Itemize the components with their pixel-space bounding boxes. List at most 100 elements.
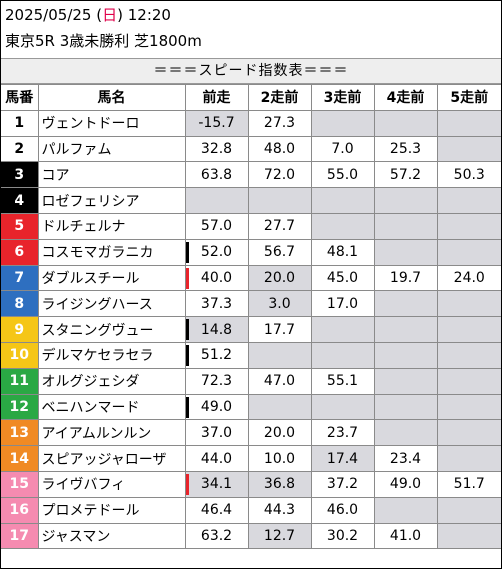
horse-name: スタニングヴュー: [37, 316, 186, 343]
speed-index-2-races-ago: 56.7: [247, 238, 312, 266]
speed-index-last-race: 46.4: [184, 496, 249, 524]
speed-index-3-races-ago: 55.0: [310, 161, 375, 189]
col-header-number: 馬番: [1, 84, 39, 111]
speed-index-3-races-ago: 7.0: [310, 135, 375, 163]
speed-index-3-races-ago: 37.2: [310, 470, 375, 498]
dow-close: ): [117, 6, 123, 24]
horse-name: コア: [37, 161, 186, 189]
horse-number: 9: [1, 316, 39, 343]
table-row: 7 ダブルスチール 40.0 20.0 45.0 19.7 24.0: [1, 264, 501, 292]
table-row: 14 スピアッジャローザ 44.0 10.0 17.4 23.4: [1, 445, 501, 472]
col-header-horse-name: 馬名: [37, 84, 186, 111]
speed-index-5-races-ago: [436, 341, 501, 369]
table-row: 10 デルマケセラセラ 51.2: [1, 341, 501, 369]
speed-index-5-races-ago: [436, 367, 501, 395]
speed-index-value: 40.0: [200, 269, 233, 286]
speed-index-5-races-ago: [436, 212, 501, 240]
speed-index-value: 49.0: [200, 398, 233, 415]
speed-index-2-races-ago: [247, 393, 312, 421]
speed-index-3-races-ago: 17.4: [310, 445, 375, 472]
speed-index-3-races-ago: [310, 212, 375, 240]
speed-index-2-races-ago: [247, 341, 312, 369]
speed-index-4-races-ago: 41.0: [373, 522, 438, 550]
speed-index-4-races-ago: 49.0: [373, 470, 438, 498]
horse-name: アイアムルンルン: [37, 419, 186, 447]
speed-index-5-races-ago: [436, 238, 501, 266]
horse-number: 11: [1, 367, 39, 395]
speed-index-4-races-ago: 25.3: [373, 135, 438, 163]
race-datetime: 2025/05/25 (日) 12:20: [5, 4, 171, 26]
speed-index-table: 馬番 馬名 前走 2走前 3走前 4走前 5走前 1 ヴェントドーロ -15.7 27…: [1, 84, 501, 550]
col-header-5-races-ago: 5走前: [436, 84, 501, 111]
horse-name: ヴェントドーロ: [37, 109, 186, 137]
table-row: 2 パルファム 32.8 48.0 7.0 25.3: [1, 135, 501, 163]
speed-index-last-race: 37.0: [184, 419, 249, 447]
speed-index-4-races-ago: 19.7: [373, 264, 438, 292]
horse-number: 10: [1, 341, 39, 369]
speed-index-4-races-ago: [373, 187, 438, 214]
horse-number: 4: [1, 187, 39, 214]
speed-index-3-races-ago: 17.0: [310, 290, 375, 318]
speed-index-last-race: 52.0: [184, 238, 249, 266]
speed-index-4-races-ago: [373, 367, 438, 395]
race-marker: [185, 319, 189, 341]
horse-number: 5: [1, 212, 39, 240]
speed-index-3-races-ago: 46.0: [310, 496, 375, 524]
race-info: 東京5R 3歳未勝利 芝1800m: [5, 32, 202, 50]
speed-index-3-races-ago: [310, 341, 375, 369]
speed-index-5-races-ago: [436, 109, 501, 137]
speed-index-value: 14.8: [200, 321, 233, 338]
speed-index-4-races-ago: [373, 393, 438, 421]
horse-number: 2: [1, 135, 39, 163]
speed-index-2-races-ago: 17.7: [247, 316, 312, 343]
speed-index-2-races-ago: 10.0: [247, 445, 312, 472]
speed-index-last-race: 40.0: [184, 264, 249, 292]
speed-index-3-races-ago: 48.1: [310, 238, 375, 266]
speed-index-last-race: -15.7: [184, 109, 249, 137]
speed-index-5-races-ago: [436, 187, 501, 214]
race-time: 12:20: [122, 6, 171, 24]
speed-index-last-race: 72.3: [184, 367, 249, 395]
speed-index-4-races-ago: 23.4: [373, 445, 438, 472]
speed-index-5-races-ago: [436, 419, 501, 447]
table-row: 17 ジャスマン 63.2 12.7 30.2 41.0: [1, 522, 501, 550]
speed-index-2-races-ago: 47.0: [247, 367, 312, 395]
speed-index-4-races-ago: [373, 290, 438, 318]
speed-index-value: 52.0: [200, 244, 233, 261]
table-row: 15 ライヴバフィ 34.1 36.8 37.2 49.0 51.7: [1, 470, 501, 498]
race-marker: [185, 344, 189, 366]
horse-name: ジャスマン: [37, 522, 186, 550]
horse-number: 6: [1, 238, 39, 266]
horse-name: プロメテドール: [37, 496, 186, 524]
speed-index-last-race: 57.0: [184, 212, 249, 240]
speed-index-4-races-ago: [373, 316, 438, 343]
table-row: 13 アイアムルンルン 37.0 20.0 23.7: [1, 419, 501, 447]
speed-index-3-races-ago: 23.7: [310, 419, 375, 447]
speed-index-2-races-ago: 44.3: [247, 496, 312, 524]
race-day-of-week: 日: [102, 6, 118, 24]
speed-index-last-race: 44.0: [184, 445, 249, 472]
speed-index-4-races-ago: [373, 341, 438, 369]
speed-index-4-races-ago: [373, 496, 438, 524]
horse-name: スピアッジャローザ: [37, 445, 186, 472]
speed-index-5-races-ago: 51.7: [436, 470, 501, 498]
speed-index-4-races-ago: [373, 419, 438, 447]
speed-index-2-races-ago: 27.3: [247, 109, 312, 137]
dow-open: (: [91, 6, 103, 24]
horse-name: パルファム: [37, 135, 186, 163]
horse-name: ライヴバフィ: [37, 470, 186, 498]
table-row: 3 コア 63.8 72.0 55.0 57.2 50.3: [1, 161, 501, 189]
speed-index-last-race: 37.3: [184, 290, 249, 318]
table-header-row: 馬番 馬名 前走 2走前 3走前 4走前 5走前: [1, 84, 501, 111]
speed-index-5-races-ago: [436, 445, 501, 472]
speed-index-2-races-ago: 72.0: [247, 161, 312, 189]
speed-index-last-race: 63.8: [184, 161, 249, 189]
speed-index-3-races-ago: [310, 187, 375, 214]
speed-index-last-race: 34.1: [184, 470, 249, 498]
race-date: 2025/05/25: [5, 6, 92, 24]
table-row: 8 ライジングハース 37.3 3.0 17.0: [1, 290, 501, 318]
speed-index-2-races-ago: 20.0: [247, 419, 312, 447]
col-header-last-race: 前走: [184, 84, 249, 111]
horse-name: デルマケセラセラ: [37, 341, 186, 369]
